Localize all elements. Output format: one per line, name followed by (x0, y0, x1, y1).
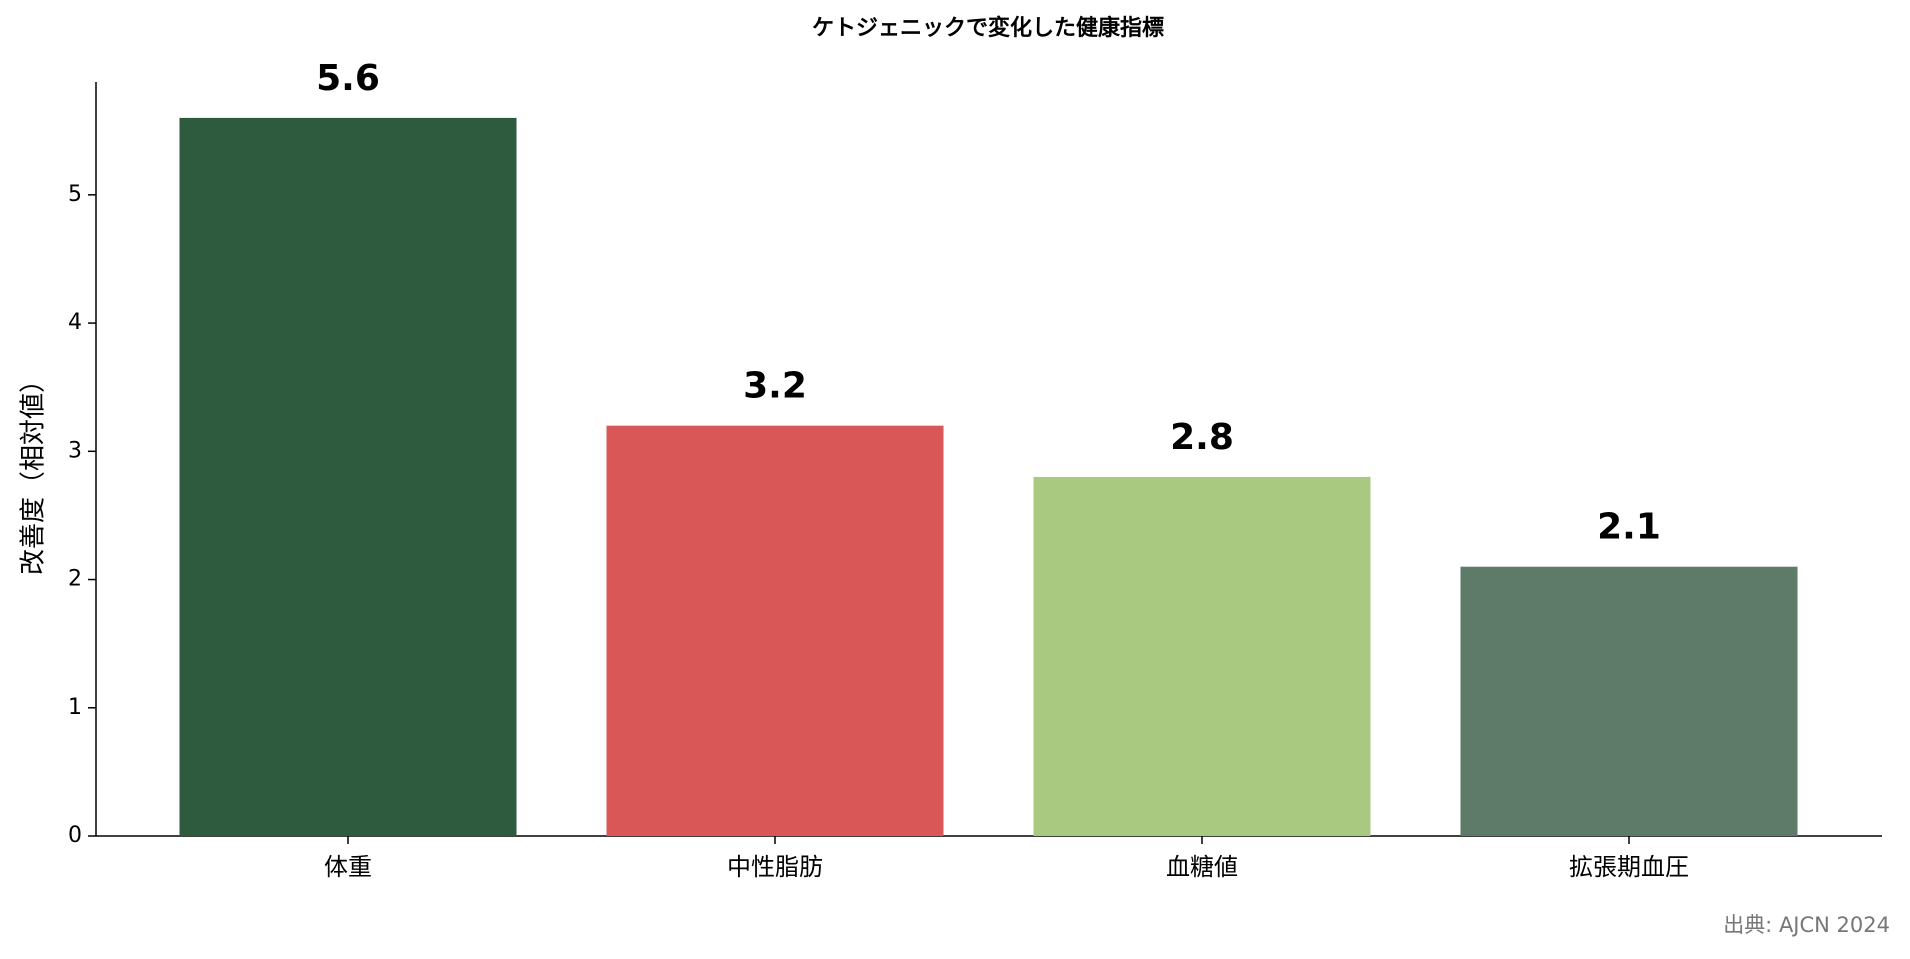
chart-title: ケトジェニックで変化した健康指標 (812, 15, 1164, 41)
bar (606, 425, 944, 836)
y-tick-label: 3 (68, 438, 82, 463)
x-tick-label: 血糖値 (1166, 853, 1238, 881)
value-label: 3.2 (743, 366, 807, 407)
x-tick-label: 拡張期血圧 (1569, 853, 1689, 881)
source-note: 出典: AJCN 2024 (1723, 913, 1890, 937)
y-tick-label: 4 (68, 310, 82, 335)
bar (1460, 566, 1798, 836)
x-tick-label: 体重 (324, 853, 372, 881)
bar (1033, 476, 1371, 836)
value-label: 2.8 (1170, 417, 1234, 458)
y-tick-label: 2 (68, 567, 82, 592)
y-tick-label: 0 (68, 823, 82, 848)
x-tick-label: 中性脂肪 (727, 853, 823, 881)
y-axis-label: 改善度（相対値） (19, 367, 49, 575)
value-label: 2.1 (1597, 507, 1661, 548)
bar (179, 117, 517, 836)
y-tick-label: 5 (68, 182, 82, 207)
y-tick-label: 1 (68, 695, 82, 720)
value-label: 5.6 (316, 58, 380, 99)
